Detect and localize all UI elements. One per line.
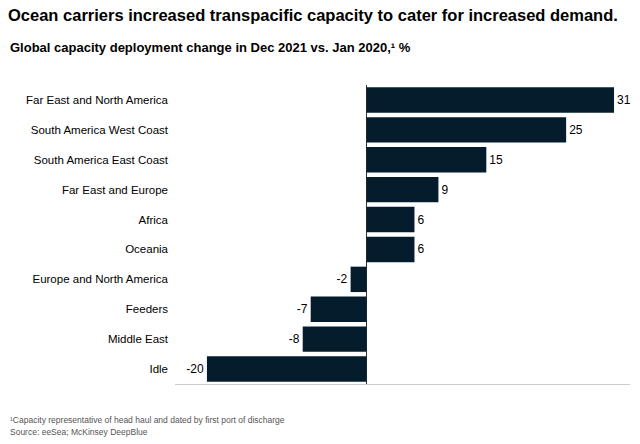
- svg-text:Idle: Idle: [149, 363, 168, 375]
- svg-text:-2: -2: [337, 272, 348, 286]
- svg-text:Africa: Africa: [139, 214, 169, 226]
- svg-text:Source: eeSea; McKinsey DeepBl: Source: eeSea; McKinsey DeepBlue: [10, 427, 148, 437]
- svg-text:South America West Coast: South America West Coast: [31, 124, 169, 136]
- svg-text:-8: -8: [289, 332, 300, 346]
- svg-text:25: 25: [569, 123, 583, 137]
- svg-text:-7: -7: [297, 302, 308, 316]
- svg-text:Middle East: Middle East: [108, 333, 169, 345]
- svg-text:Far East and North America: Far East and North America: [26, 94, 168, 106]
- svg-text:31: 31: [617, 93, 631, 107]
- svg-text:6: 6: [417, 213, 424, 227]
- svg-text:Feeders: Feeders: [126, 303, 168, 315]
- svg-text:¹Capacity representative of he: ¹Capacity representative of head haul an…: [10, 415, 285, 425]
- svg-text:South America East Coast: South America East Coast: [34, 154, 169, 166]
- svg-text:Global capacity deployment cha: Global capacity deployment change in Dec…: [10, 40, 411, 55]
- svg-text:Europe and North America: Europe and North America: [32, 273, 168, 285]
- svg-text:15: 15: [489, 153, 503, 167]
- svg-text:Far East and Europe: Far East and Europe: [62, 184, 168, 196]
- svg-text:-20: -20: [186, 362, 204, 376]
- svg-text:Oceania: Oceania: [125, 243, 168, 255]
- svg-text:9: 9: [441, 183, 448, 197]
- svg-text:Ocean carriers increased trans: Ocean carriers increased transpacific ca…: [8, 6, 618, 24]
- svg-text:6: 6: [417, 242, 424, 256]
